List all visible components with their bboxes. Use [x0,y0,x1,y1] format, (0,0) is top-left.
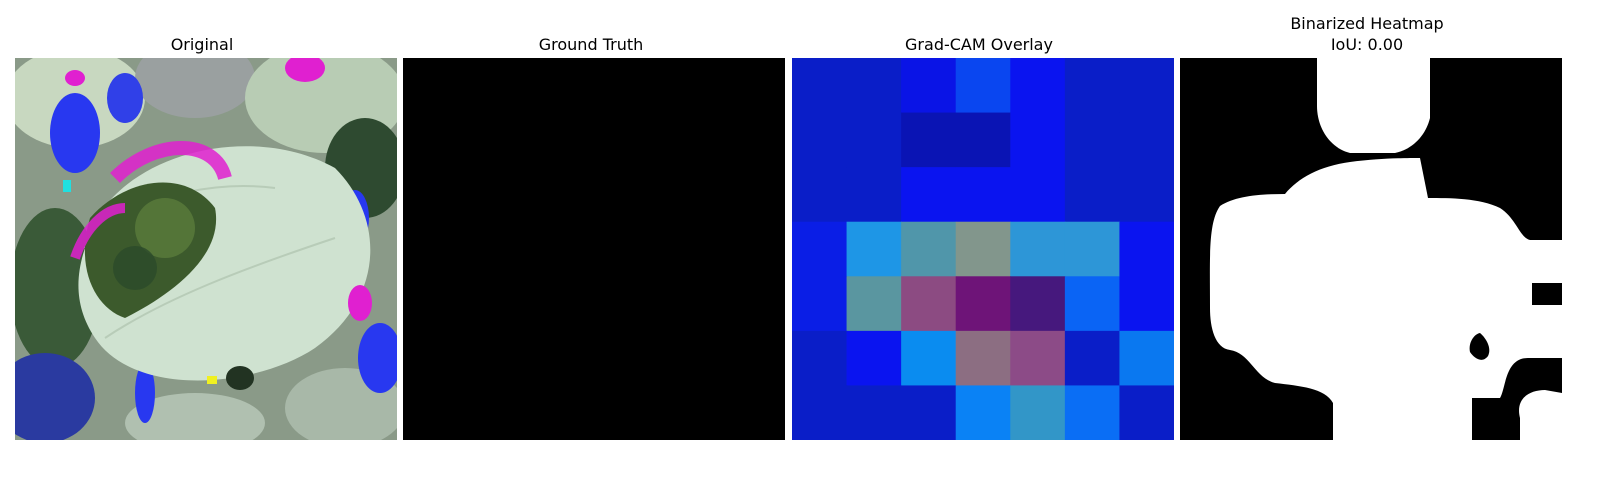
gradcam-cell [792,167,848,223]
gradcam-cell [1119,385,1174,440]
panel-title-binarized-heatmap: Binarized Heatmap IoU: 0.00 [1290,14,1444,54]
gradcam-cell [1010,167,1066,223]
gradcam-overlay-heatmap [792,58,1174,440]
gradcam-cell [846,385,902,440]
gradcam-cell [1010,330,1066,387]
gradcam-cell [1064,112,1121,168]
binarized-heatmap-mask [1180,58,1562,440]
gradcam-cell [1064,385,1121,440]
gradcam-cell [901,112,957,168]
gradcam-cell [901,58,957,114]
gradcam-cell [1119,167,1174,223]
gradcam-cell [1064,167,1121,223]
gradcam-cell [1064,58,1121,114]
gradcam-cell [955,330,1011,387]
gradcam-cell [846,58,902,114]
ground-truth-mask [403,58,785,440]
gradcam-cell [1119,276,1174,332]
gradcam-cell [1010,276,1066,332]
gradcam-cell [955,58,1011,114]
gradcam-cell [901,276,957,332]
gradcam-cell [846,167,902,223]
gradcam-cell [1119,330,1174,387]
gradcam-cell [846,221,902,277]
gradcam-cell [792,330,848,387]
gradcam-cell [1064,221,1121,277]
gradcam-cell [1064,276,1121,332]
gradcam-cell [846,112,902,168]
panel-title-ground-truth: Ground Truth [538,35,644,54]
gradcam-cell [955,167,1011,223]
gradcam-cell [1119,112,1174,168]
gradcam-cell [1010,58,1066,114]
gradcam-cell [792,112,848,168]
gradcam-cell [792,385,848,440]
gradcam-cell [1119,58,1174,114]
gradcam-cell [1064,330,1121,387]
gradcam-cell [955,221,1011,277]
gradcam-cell [1119,221,1174,277]
gradcam-cell [846,330,902,387]
panel-title-original: Original [170,35,234,54]
gradcam-cell [1010,112,1066,168]
gradcam-cell [792,276,848,332]
gradcam-cell [955,276,1011,332]
gradcam-cell [1010,385,1066,440]
gradcam-cell [955,385,1011,440]
gradcam-cell [901,167,957,223]
gradcam-cell [792,58,848,114]
gradcam-cell [846,276,902,332]
gradcam-cell [1010,221,1066,277]
gradcam-cell [901,221,957,277]
original-leaf-image [15,58,397,440]
gradcam-cell [792,221,848,277]
gradcam-cell [901,330,957,387]
gradcam-cell [901,385,957,440]
panel-title-gradcam-overlay: Grad-CAM Overlay [905,35,1053,54]
gradcam-cell [955,112,1011,168]
